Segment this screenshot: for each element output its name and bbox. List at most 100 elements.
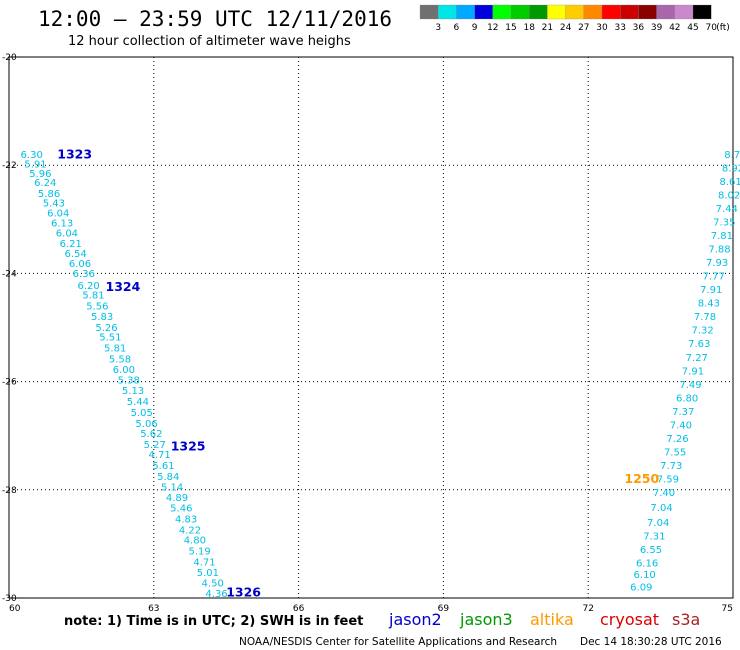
swh-value-label: 7.40 <box>653 488 675 499</box>
legend-swatch <box>656 4 675 20</box>
y-tick-label: -26 <box>2 378 17 388</box>
swh-value-label: 6.06 <box>69 259 91 270</box>
x-tick-label: 66 <box>293 604 305 614</box>
satellite-jason2: jason2 <box>388 610 442 629</box>
swh-value-label: 8.61 <box>719 177 740 188</box>
swh-value-label: 7.04 <box>650 503 672 514</box>
plot-area: 60 63 66 69 72 75 -20 -22 -24 -26 -28 -30 6.305.91… <box>2 53 740 614</box>
swh-value-label: 5.56 <box>86 301 108 312</box>
legend-label: 21 <box>542 23 553 33</box>
swh-value-label: 5.19 <box>189 546 211 557</box>
pass-label: 1250 <box>624 471 659 486</box>
swh-value-label: 6.00 <box>113 365 135 376</box>
pass-label: 1323 <box>57 146 92 161</box>
swh-value-label: 8.43 <box>698 299 720 310</box>
swh-value-label: 6.09 <box>630 583 652 594</box>
swh-value-label: 6.13 <box>51 219 73 230</box>
legend-label: 3 <box>435 23 441 33</box>
x-tick-label: 69 <box>438 604 450 614</box>
swh-value-label: 4.36 <box>205 589 227 600</box>
swh-value-label: 6.10 <box>634 570 656 581</box>
y-axis-ticks: -20 -22 -24 -26 -28 -30 <box>2 53 17 604</box>
swh-value-label: 5.44 <box>127 397 149 408</box>
swh-value-label: 5.86 <box>38 189 60 200</box>
swh-value-label: 7.91 <box>682 366 704 377</box>
swh-value-label: 5.46 <box>170 504 192 515</box>
swh-value-label: 5.05 <box>131 408 153 419</box>
legend-swatch <box>601 4 621 20</box>
swh-value-label: 6.30 <box>21 150 43 161</box>
swh-value-label: 7.04 <box>647 518 669 529</box>
legend-label: 36 <box>633 23 645 33</box>
swh-value-label: 7.31 <box>643 531 665 542</box>
legend-swatch <box>674 4 694 20</box>
swh-value-label: 6.04 <box>47 208 69 219</box>
swh-value-label: 5.14 <box>161 483 183 494</box>
swh-value-label: 7.91 <box>700 285 722 296</box>
swh-value-label: 6.55 <box>640 545 662 556</box>
swh-value-label: 7.35 <box>713 218 735 229</box>
swh-value-label: 8.02 <box>718 190 740 201</box>
y-tick-label: -30 <box>2 594 17 604</box>
swh-value-label: 7.63 <box>688 339 710 350</box>
satellite-s3a: s3a <box>672 610 700 629</box>
legend-swatch <box>419 4 439 20</box>
swh-value-label: 4.89 <box>166 493 188 504</box>
swh-value-label: 6.80 <box>676 393 698 404</box>
satellite-legend: jason2 jason3 altika cryosat s3a <box>388 610 700 629</box>
pass-label: 1326 <box>226 585 261 600</box>
legend-label: 27 <box>578 23 589 33</box>
swh-value-label: 5.58 <box>109 354 131 365</box>
swh-value-label: 4.83 <box>175 515 197 526</box>
swh-value-label: 5.43 <box>43 199 65 210</box>
swh-value-label: 5.81 <box>104 344 126 355</box>
legend-swatch <box>456 4 475 20</box>
swh-value-label: 6.21 <box>60 239 82 250</box>
swh-value-label: 6.16 <box>636 558 658 569</box>
swh-value-label: 4.50 <box>202 578 224 589</box>
legend-label: 33 <box>614 23 625 33</box>
swh-value-label: 5.96 <box>29 169 51 180</box>
swh-value-label: 5.51 <box>99 333 121 344</box>
y-tick-label: -28 <box>2 486 17 496</box>
swh-value-label: 6.24 <box>34 178 56 189</box>
legend-swatch <box>692 4 712 20</box>
y-tick-label: -20 <box>2 53 17 63</box>
y-tick-label: -24 <box>2 269 17 279</box>
footer-note: note: 1) Time is in UTC; 2) SWH is in fe… <box>64 614 363 629</box>
legend-label: 45 <box>687 23 698 33</box>
legend-swatch <box>529 4 548 20</box>
x-tick-label: 75 <box>722 604 733 614</box>
swh-value-label: 7.93 <box>706 258 728 269</box>
swh-value-label: 7.55 <box>664 447 686 458</box>
swh-value-label: 7.26 <box>666 434 688 445</box>
swh-value-label: 4.71 <box>193 557 215 568</box>
swh-value-label: 7.81 <box>711 231 733 242</box>
swh-value-label: 5.83 <box>91 312 113 323</box>
legend-label: 12 <box>487 23 498 33</box>
legend-swatch <box>492 4 512 20</box>
swh-value-label: 5.06 <box>135 419 157 430</box>
footer-timestamp: Dec 14 18:30:28 UTC 2016 <box>580 636 722 648</box>
swh-value-label: 7.77 <box>703 272 725 283</box>
swh-value-label: 7.88 <box>708 245 730 256</box>
swh-data-labels: 6.305.915.966.245.865.436.046.136.046.21… <box>21 150 740 600</box>
swh-value-label: 7.59 <box>657 474 679 485</box>
legend-label: 15 <box>505 23 516 33</box>
swh-value-label: 8.92 <box>722 163 740 174</box>
legend-swatch <box>565 4 584 20</box>
swh-value-label: 5.81 <box>82 291 104 302</box>
swh-value-label: 7.49 <box>679 380 701 391</box>
swh-value-label: 7.78 <box>694 312 716 323</box>
color-scale-legend: 3 6 9 12 15 18 21 24 27 30 33 36 39 42 45 70 (ft) <box>419 4 730 33</box>
legend-label: 70 <box>705 23 717 33</box>
swh-value-label: 5.38 <box>118 375 140 386</box>
chart-subtitle: 12 hour collection of altimeter wave hei… <box>68 34 351 49</box>
pass-label: 1325 <box>171 439 206 454</box>
swh-value-label: 5.91 <box>24 160 46 171</box>
swh-value-label: 6.36 <box>73 269 95 280</box>
pass-label: 1324 <box>106 279 141 294</box>
legend-unit: (ft) <box>716 23 730 33</box>
